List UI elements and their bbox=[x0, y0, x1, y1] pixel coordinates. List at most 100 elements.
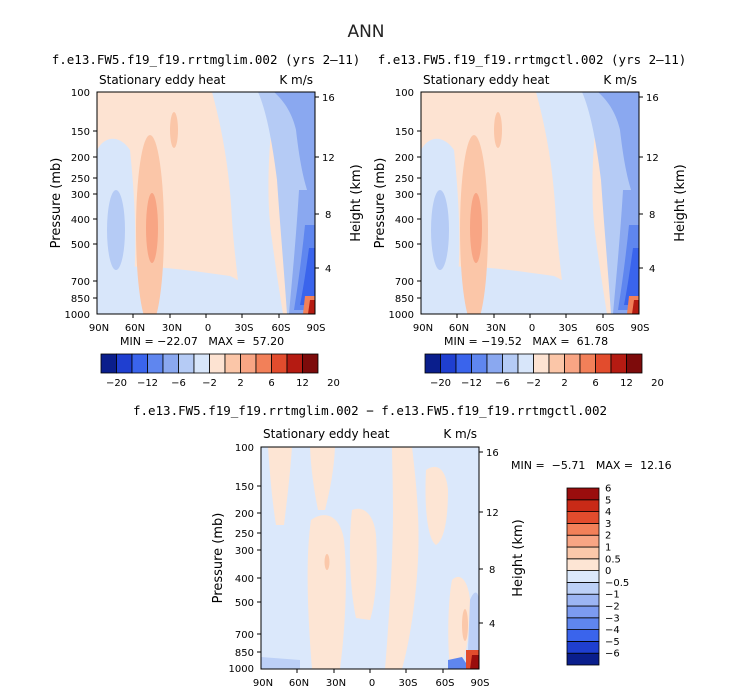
colorbar-swatch bbox=[286, 353, 303, 374]
panel-1-right-tick-labels: 16 12 8 4 bbox=[322, 93, 335, 275]
colorbar-swatch bbox=[440, 353, 457, 374]
colorbar-label: 6 bbox=[268, 378, 274, 389]
panel-3-title: f.e13.FW5.f19_f19.rrtmglim.002 − f.e13.F… bbox=[133, 403, 607, 418]
colorbar-swatch bbox=[455, 353, 472, 374]
colorbar-label: 4 bbox=[605, 507, 611, 518]
colorbar-swatch bbox=[566, 605, 600, 619]
colorbar-label: 6 bbox=[592, 378, 598, 389]
y-tick-label: 300 bbox=[235, 546, 254, 557]
contour-region bbox=[146, 193, 158, 263]
panel-3-y-tick-labels: 100 150 200 250 300 400 500 700 850 1000 bbox=[229, 443, 254, 675]
colorbar-swatch bbox=[566, 487, 600, 501]
x-tick-label: 30N bbox=[162, 323, 182, 334]
contour-region bbox=[448, 576, 471, 669]
colorbar-swatch bbox=[548, 353, 565, 374]
y-tick-label: 400 bbox=[235, 574, 254, 585]
x-tick-label: 90S bbox=[306, 323, 325, 334]
panel-1-x-tick-labels: 90N 60N 30N 0 30S 60S 90S bbox=[89, 323, 326, 334]
colorbar-swatch bbox=[566, 534, 600, 548]
height-tick-label: 8 bbox=[649, 210, 655, 221]
colorbar-swatch bbox=[566, 546, 600, 560]
colorbar-swatch bbox=[579, 353, 596, 374]
height-tick-label: 4 bbox=[489, 619, 495, 630]
y-tick-label: 300 bbox=[395, 190, 414, 201]
colorbar-swatch bbox=[100, 353, 117, 374]
colorbar-label: 2 bbox=[561, 378, 567, 389]
colorbar-label: −20 bbox=[430, 378, 451, 389]
colorbar-label: 5 bbox=[605, 495, 611, 506]
y-tick-label: 150 bbox=[395, 127, 414, 138]
x-tick-label: 90N bbox=[89, 323, 109, 334]
colorbar-swatch bbox=[131, 353, 148, 374]
panel-1-min-max: MIN = −22.07 MAX = 57.20 bbox=[120, 335, 284, 348]
panel-2-min-max: MIN = −19.52 MAX = 61.78 bbox=[444, 335, 608, 348]
contour-region bbox=[307, 515, 346, 669]
x-tick-label: 60N bbox=[449, 323, 469, 334]
colorbar-swatch bbox=[271, 353, 288, 374]
colorbar-label: −2 bbox=[526, 378, 541, 389]
colorbar-label: −1 bbox=[605, 590, 620, 601]
y-tick-label: 250 bbox=[235, 529, 254, 540]
y-tick-label: 300 bbox=[71, 190, 90, 201]
y-tick-label: 100 bbox=[71, 88, 90, 99]
panel-2: f.e13.FW5.f19_f19.rrtmgctl.002 (yrs 2–11… bbox=[373, 52, 688, 389]
panel-2-contour-field bbox=[421, 92, 639, 314]
contour-region bbox=[385, 447, 419, 669]
colorbar-label: −6 bbox=[171, 378, 186, 389]
x-tick-label: 0 bbox=[205, 323, 211, 334]
colorbar-swatch bbox=[564, 353, 581, 374]
y-tick-label: 700 bbox=[395, 277, 414, 288]
contour-region bbox=[425, 466, 448, 545]
colorbar-swatch bbox=[471, 353, 488, 374]
height-tick-label: 4 bbox=[649, 264, 655, 275]
colorbar-label: −12 bbox=[461, 378, 482, 389]
y-tick-label: 850 bbox=[71, 294, 90, 305]
panel-3-contour-field bbox=[261, 447, 479, 669]
contour-region bbox=[470, 655, 479, 669]
colorbar-swatch bbox=[209, 353, 226, 374]
colorbar-label: −12 bbox=[137, 378, 158, 389]
y-tick-label: 200 bbox=[71, 153, 90, 164]
x-tick-label: 60S bbox=[271, 323, 290, 334]
x-tick-label: 60N bbox=[125, 323, 145, 334]
y-tick-label: 400 bbox=[395, 215, 414, 226]
colorbar-top-left: −20 −12 −6 −2 2 6 12 20 bbox=[100, 353, 340, 389]
colorbar-swatch bbox=[116, 353, 133, 374]
colorbar-label: 1 bbox=[605, 543, 611, 554]
x-tick-label: 30S bbox=[558, 323, 577, 334]
colorbar-label: −6 bbox=[605, 649, 620, 660]
y-tick-label: 850 bbox=[235, 648, 254, 659]
panel-2-subtitle-right: K m/s bbox=[603, 73, 637, 87]
y-tick-label: 200 bbox=[235, 509, 254, 520]
y-tick-label: 850 bbox=[395, 294, 414, 305]
contour-region bbox=[624, 248, 639, 305]
colorbar-swatch bbox=[502, 353, 519, 374]
panel-3-ticks bbox=[257, 451, 483, 673]
panel-1-ticks bbox=[93, 96, 319, 318]
panel-3-subtitle-left: Stationary eddy heat bbox=[263, 427, 390, 441]
panel-2-y-tick-labels: 100 150 200 250 300 400 500 700 850 1000 bbox=[389, 88, 414, 321]
y-tick-label: 1000 bbox=[389, 310, 414, 321]
panel-2-right-tick-labels: 16 12 8 4 bbox=[646, 93, 659, 275]
contour-region bbox=[308, 300, 315, 314]
colorbar-swatch bbox=[162, 353, 179, 374]
figure-title: ANN bbox=[347, 22, 384, 42]
y-tick-label: 100 bbox=[235, 443, 254, 454]
colorbar-swatch bbox=[566, 593, 600, 607]
panel-2-title: f.e13.FW5.f19_f19.rrtmgctl.002 (yrs 2–11… bbox=[378, 52, 687, 67]
colorbar-swatch bbox=[626, 353, 643, 374]
y-tick-label: 150 bbox=[71, 127, 90, 138]
x-tick-label: 30S bbox=[234, 323, 253, 334]
colorbar-top-right: −20 −12 −6 −2 2 6 12 20 bbox=[424, 353, 664, 389]
height-tick-label: 16 bbox=[486, 448, 499, 459]
contour-region bbox=[261, 657, 300, 669]
colorbar-swatch bbox=[566, 641, 600, 654]
colorbar-label: 20 bbox=[651, 378, 664, 389]
colorbar-label: −0.5 bbox=[605, 578, 629, 589]
colorbar-swatch bbox=[566, 570, 600, 583]
panel-1-height-axis-label: Height (km) bbox=[349, 164, 364, 241]
height-tick-label: 12 bbox=[646, 153, 659, 164]
colorbar-swatch bbox=[566, 499, 600, 512]
